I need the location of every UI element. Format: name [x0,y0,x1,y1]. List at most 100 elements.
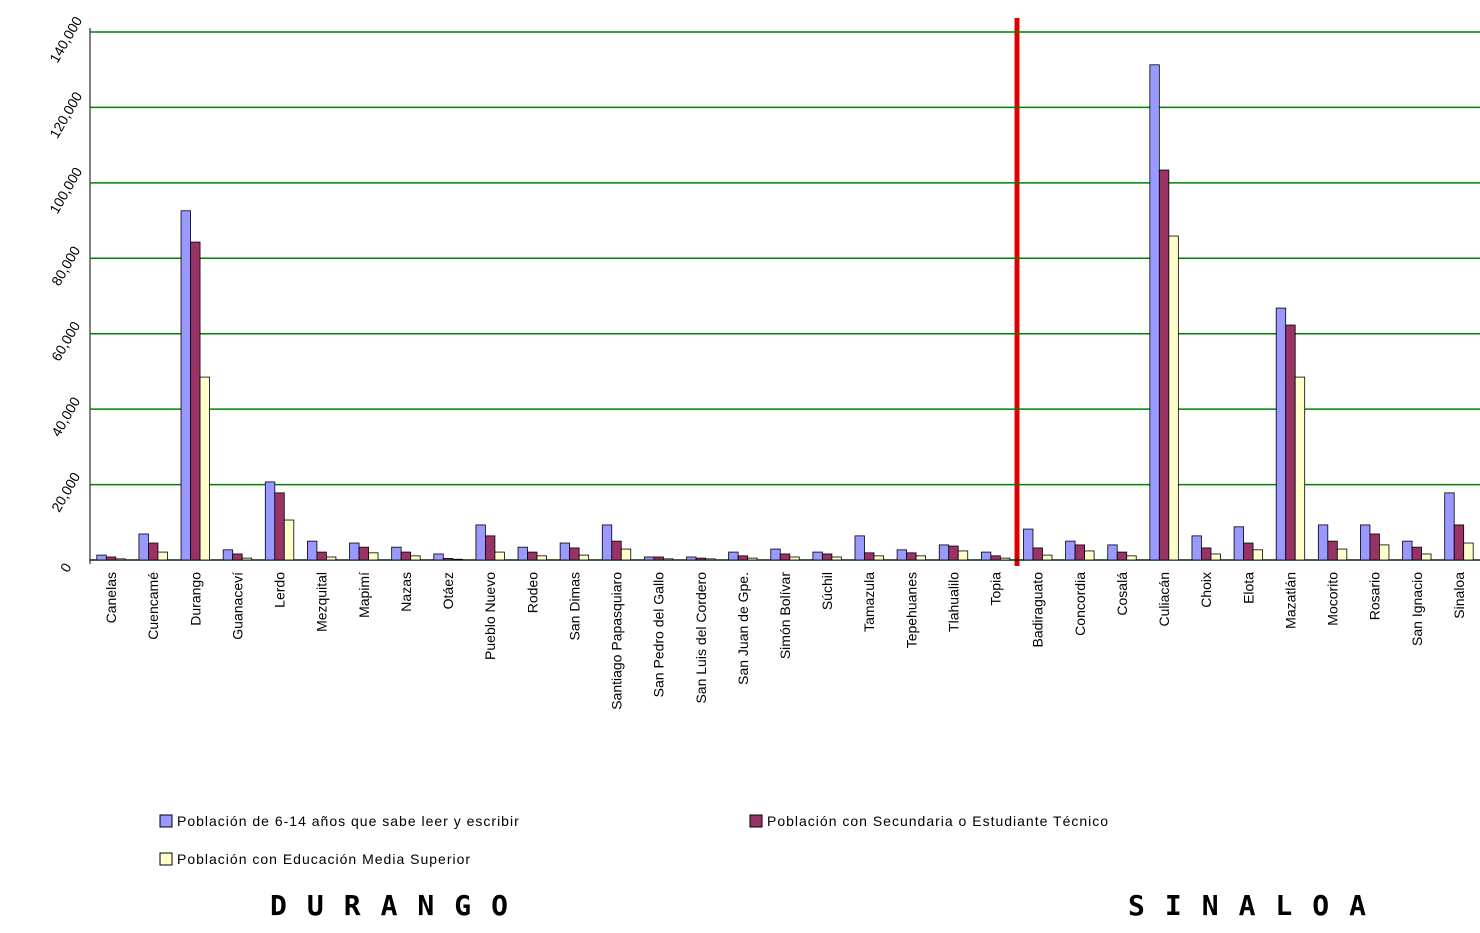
x-tick-label: San Dimas [566,572,582,640]
bar [536,555,547,561]
bar [812,551,823,561]
bar [1421,553,1432,561]
bar [1191,535,1202,561]
bar [138,533,149,561]
x-tick-label: Mocorito [1325,572,1341,626]
bar [990,555,1001,561]
bar [1168,235,1179,561]
bar [1084,550,1095,561]
group-label: DURANGO [270,889,528,922]
legend-swatch [159,814,173,828]
bar [1379,544,1390,561]
x-tick-label: Guanaceví [229,572,245,640]
bar [148,542,159,561]
x-tick-label: Cosalá [1114,572,1130,616]
bar [770,548,781,561]
bar [1453,524,1465,561]
bar [1149,64,1160,561]
bar [1210,553,1221,561]
x-tick-label: Elota [1240,572,1256,604]
x-tick-label: Rodeo [524,572,540,613]
bar [1116,551,1128,561]
x-tick-label: Pueblo Nuevo [482,572,498,660]
x-tick-label: Lerdo [272,572,288,608]
x-tick-label: San Luis del Cordero [693,572,709,704]
bar [1233,526,1244,561]
bar [1201,547,1212,561]
bar [1369,533,1380,561]
x-tick-label: Rosario [1367,572,1383,620]
bar [906,552,917,561]
bar [1074,544,1085,561]
bar [831,556,842,561]
bar [611,540,622,561]
bar [1317,524,1329,561]
bar [662,558,674,561]
bar [578,554,590,561]
bar [957,550,969,561]
x-tick-label: Mezquital [314,572,330,632]
bar [368,552,379,561]
x-tick-label: San Pedro del Gallo [651,572,667,698]
bar [915,555,927,561]
bar [222,549,234,561]
bar [485,535,496,561]
bar [999,557,1011,561]
bar [1285,324,1296,561]
bar [115,558,126,561]
bar [864,552,875,561]
bar [620,548,632,561]
bar [410,555,421,561]
bar [1360,524,1371,561]
legend-swatch [159,852,173,866]
x-tick-label: San Ignacio [1409,572,1425,646]
bar [1294,376,1306,561]
bar [274,492,285,561]
bar [199,376,210,561]
x-tick-label: Cuencamé [145,572,161,640]
bar [938,544,950,561]
bar [559,542,571,561]
bar [433,553,444,561]
bar [821,553,833,561]
x-tick-label: Culiacán [1156,572,1172,626]
x-tick-label: Choix [1198,572,1214,608]
bar [1126,555,1137,561]
bar [728,551,739,561]
x-tick-label: San Juan de Gpe. [735,572,751,685]
x-tick-label: Topia [988,572,1004,606]
bar [1327,540,1338,561]
bar [789,556,800,561]
bar [494,551,505,561]
bar [1252,549,1263,561]
bar [1444,492,1455,561]
x-tick-label: Tepehuanes [903,572,919,648]
bar [1107,544,1118,561]
bar [873,555,884,561]
x-tick-label: Simón Bolívar [777,572,793,659]
bar [1065,540,1076,561]
x-tick-label: Concordia [1072,572,1088,636]
x-tick-label: Tlahualilo [945,572,961,632]
bar [896,549,908,561]
bar [527,551,538,561]
bar [190,241,201,561]
x-tick-label: Badiraguato [1030,572,1046,648]
bar [316,551,327,561]
bar [854,535,865,561]
bar [400,551,412,561]
bar [180,210,191,561]
bar [358,546,369,561]
bar [1411,546,1422,561]
x-tick-label: Sinaloa [1451,572,1467,619]
bar [1336,548,1348,561]
legend-label: Población de 6-14 años que sabe leer y e… [177,813,520,829]
x-tick-label: Mapimí [356,572,372,618]
group-label: SINALOA [1128,889,1386,922]
bar [241,557,253,561]
x-tick-label: Mazatlán [1282,572,1298,629]
x-tick-label: Durango [187,572,203,626]
